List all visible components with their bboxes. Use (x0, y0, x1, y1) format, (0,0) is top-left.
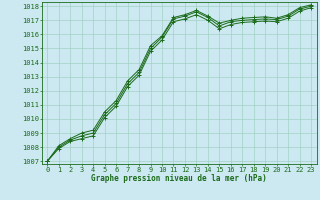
X-axis label: Graphe pression niveau de la mer (hPa): Graphe pression niveau de la mer (hPa) (91, 174, 267, 183)
